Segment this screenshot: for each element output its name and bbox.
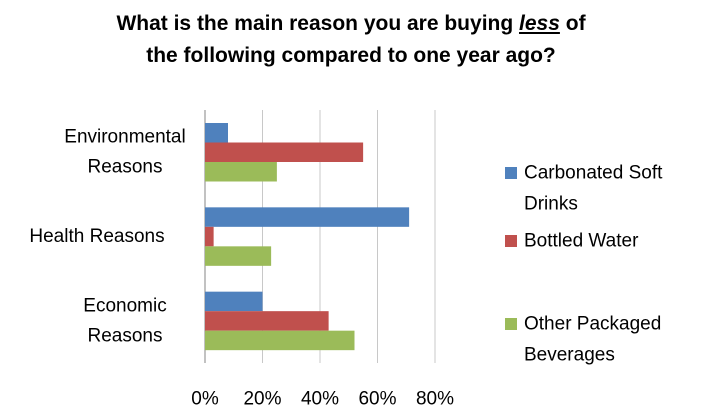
bar bbox=[205, 226, 214, 247]
legend-label: Carbonated Soft bbox=[524, 163, 663, 184]
legend-label: Beverages bbox=[524, 345, 615, 366]
category-label: Environmental bbox=[64, 127, 185, 148]
legend-swatch bbox=[505, 167, 517, 179]
title-part-2: of bbox=[559, 12, 586, 35]
title-line-2: the following compared to one year ago? bbox=[146, 44, 556, 67]
legend-swatch bbox=[505, 235, 517, 247]
category-label: Health Reasons bbox=[29, 226, 164, 247]
title-emphasis: less bbox=[519, 12, 560, 35]
bar bbox=[205, 142, 364, 162]
legend-label: Other Packaged bbox=[524, 314, 661, 335]
chart-title: What is the main reason you are buying l… bbox=[0, 8, 702, 72]
category-label: Economic bbox=[83, 295, 166, 316]
x-tick-label: 60% bbox=[358, 389, 396, 410]
legend-label: Drinks bbox=[524, 194, 578, 215]
x-tick-label: 0% bbox=[191, 389, 219, 410]
x-tick-label: 20% bbox=[243, 389, 281, 410]
bars bbox=[205, 123, 410, 351]
legend-swatch bbox=[505, 318, 517, 330]
bar bbox=[205, 162, 277, 182]
x-tick-labels: 0% 20% 40% 60% 80% bbox=[191, 389, 454, 410]
category-labels: Environmental Reasons Health Reasons Econom… bbox=[29, 127, 185, 347]
legend: Carbonated Soft Drinks Bottled Water Other … bbox=[505, 163, 663, 366]
bar bbox=[205, 291, 263, 312]
category-label: Reasons bbox=[88, 157, 163, 178]
x-tick-label: 80% bbox=[416, 389, 454, 410]
bar bbox=[205, 207, 410, 227]
bar bbox=[205, 330, 355, 351]
title-part-1: What is the main reason you are buying bbox=[116, 12, 520, 35]
category-label: Reasons bbox=[88, 325, 163, 346]
x-tick-label: 40% bbox=[301, 389, 339, 410]
bar bbox=[205, 123, 228, 143]
bar bbox=[205, 246, 272, 266]
bar bbox=[205, 311, 329, 331]
legend-label: Bottled Water bbox=[524, 231, 639, 252]
